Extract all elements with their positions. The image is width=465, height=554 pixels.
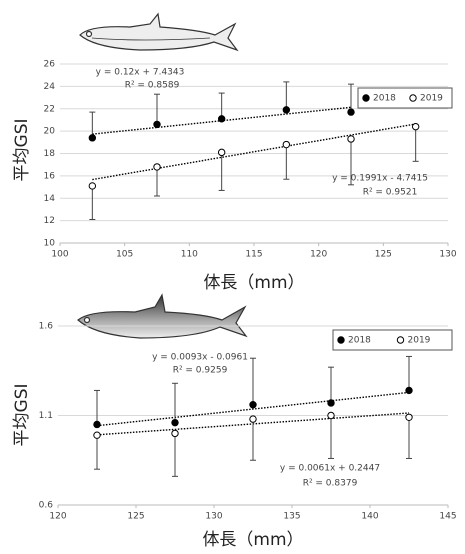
y-axis-label: 平均GSI: [12, 119, 32, 182]
x-tick-label: 110: [181, 250, 198, 260]
data-point: [154, 121, 160, 127]
data-point: [94, 432, 100, 438]
data-point: [328, 400, 334, 406]
x-tick-label: 130: [205, 512, 222, 522]
trendline-equation: y = 0.1991x - 4.7415: [332, 174, 428, 184]
x-tick-label: 145: [439, 512, 456, 522]
y-tick-label: 26: [44, 60, 56, 70]
data-point: [250, 416, 256, 422]
x-tick-label: 115: [245, 250, 262, 260]
legend-marker: [410, 95, 416, 101]
y-tick-label: 24: [44, 82, 56, 92]
fish-illustration: [78, 295, 246, 338]
figure: 10 12 14 16 18 20 22 24 26 100 105 110 115 120 125 130 体…: [0, 0, 465, 550]
y-tick-label: 22: [44, 104, 55, 114]
data-point: [218, 149, 224, 155]
data-point: [348, 109, 354, 115]
y-tick-label: 10: [44, 239, 56, 249]
data-point: [283, 141, 289, 147]
x-tick-label: 125: [375, 250, 392, 260]
x-tick-label: 100: [51, 250, 68, 260]
x-axis-label: 体長（mm）: [203, 273, 304, 293]
legend-label: 2019: [420, 94, 443, 104]
data-point: [154, 164, 160, 170]
data-point: [250, 402, 256, 408]
y-axis-label: 平均GSI: [12, 384, 32, 447]
data-point: [218, 116, 224, 122]
data-point: [412, 123, 418, 129]
y-tick-label: 1.6: [39, 322, 54, 332]
y-tick-label: 12: [44, 216, 55, 226]
data-point: [172, 430, 178, 436]
trendline-r2: R² = 0.8589: [125, 81, 180, 91]
y-tick-label: 16: [44, 171, 56, 181]
x-tick-label: 125: [127, 512, 144, 522]
data-point: [406, 414, 412, 420]
data-point: [348, 136, 354, 142]
data-point: [94, 421, 100, 427]
data-point: [89, 183, 95, 189]
trendline-equation: y = 0.12x + 7.4343: [96, 68, 185, 78]
x-tick-label: 140: [361, 512, 378, 522]
x-tick-label: 135: [283, 512, 300, 522]
trendline-equation: y = 0.0061x + 0.2447: [280, 464, 380, 474]
x-axis-label: 体長（mm）: [202, 530, 303, 550]
trendline: [92, 124, 415, 180]
data-point: [406, 387, 412, 393]
data-point: [328, 412, 334, 418]
data-point: [283, 107, 289, 113]
trendline-equation: y = 0.0093x - 0.0961: [152, 353, 248, 363]
trendline-r2: R² = 0.9521: [363, 188, 418, 198]
legend-marker: [338, 337, 344, 343]
y-tick-label: 14: [44, 194, 56, 204]
legend-marker: [397, 337, 403, 343]
legend-label: 2019: [408, 336, 431, 346]
trendline-r2: R² = 0.9259: [173, 366, 228, 376]
legend-label: 2018: [348, 336, 371, 346]
x-tick-label: 120: [49, 512, 66, 522]
data-point: [172, 419, 178, 425]
y-tick-label: 1.1: [39, 411, 53, 421]
trendline-r2: R² = 0.8379: [303, 479, 358, 489]
x-tick-label: 105: [116, 250, 133, 260]
y-tick-label: 20: [44, 127, 56, 137]
fish-illustration: [80, 14, 237, 50]
y-tick-label: 18: [44, 149, 56, 159]
y-tick-label: 0.6: [39, 501, 54, 511]
x-tick-label: 120: [310, 250, 327, 260]
legend-label: 2018: [373, 94, 396, 104]
data-point: [89, 135, 95, 141]
x-tick-label: 130: [439, 250, 456, 260]
legend-marker: [363, 95, 369, 101]
